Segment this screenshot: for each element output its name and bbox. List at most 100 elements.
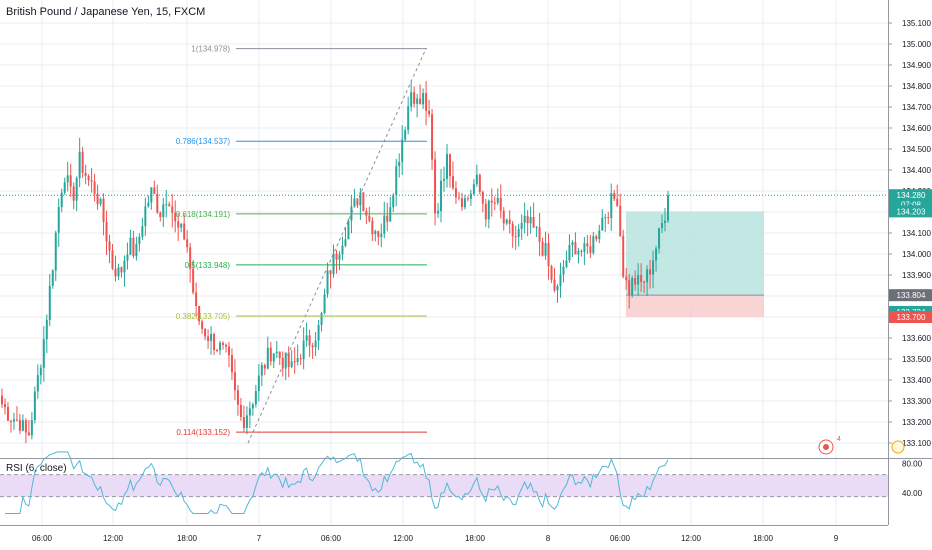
candle-body bbox=[410, 92, 413, 107]
candle bbox=[204, 328, 207, 341]
candle bbox=[475, 164, 478, 187]
candle-body bbox=[613, 193, 616, 199]
candle bbox=[574, 232, 577, 255]
time-tick-label: 06:00 bbox=[610, 534, 631, 543]
candle bbox=[613, 189, 616, 201]
candle bbox=[332, 244, 335, 278]
candle-body bbox=[105, 221, 108, 242]
candle-body bbox=[416, 98, 419, 104]
candle bbox=[499, 184, 502, 219]
price-label-text: 134.203 bbox=[897, 207, 926, 216]
candle-body bbox=[565, 260, 568, 267]
candle bbox=[347, 218, 350, 240]
time-tick-label: 8 bbox=[546, 534, 551, 543]
candle bbox=[610, 183, 613, 231]
candle-body bbox=[428, 110, 431, 115]
candle-body bbox=[595, 236, 598, 240]
candle bbox=[434, 151, 437, 226]
candle bbox=[404, 126, 407, 143]
candle-body bbox=[535, 227, 538, 229]
candle-body bbox=[126, 254, 129, 261]
fib-trendline bbox=[247, 48, 427, 444]
candle-body bbox=[517, 229, 520, 237]
candle bbox=[248, 401, 251, 429]
candle-body bbox=[580, 250, 583, 252]
candle-body bbox=[102, 198, 105, 222]
candle bbox=[81, 146, 84, 178]
candle-body bbox=[159, 212, 162, 218]
candle-body bbox=[622, 235, 625, 277]
candle bbox=[75, 176, 78, 212]
candle-body bbox=[365, 211, 368, 216]
candle bbox=[413, 86, 416, 108]
candle-body bbox=[362, 192, 365, 212]
candle bbox=[535, 225, 538, 238]
candle bbox=[628, 273, 631, 309]
candle-body bbox=[625, 276, 628, 281]
candle bbox=[126, 242, 129, 270]
candle-body bbox=[132, 237, 135, 257]
candle-body bbox=[326, 270, 329, 295]
candle-body bbox=[72, 186, 75, 201]
candle bbox=[371, 216, 374, 242]
candle bbox=[156, 184, 159, 215]
candle bbox=[541, 237, 544, 257]
candle-body bbox=[547, 243, 550, 267]
candle bbox=[478, 173, 481, 195]
candle-body bbox=[607, 217, 610, 219]
candle bbox=[419, 84, 422, 105]
candle-body bbox=[499, 197, 502, 211]
candle-body bbox=[395, 166, 398, 195]
candle-body bbox=[180, 223, 183, 228]
candle-body bbox=[505, 219, 508, 224]
candle-body bbox=[631, 278, 634, 295]
candle bbox=[210, 326, 213, 355]
candle-body bbox=[649, 269, 652, 275]
rsi-tick-label: 80.00 bbox=[902, 460, 923, 469]
candle bbox=[311, 342, 314, 359]
price-tick-label: 134.000 bbox=[902, 250, 931, 259]
candle-body bbox=[45, 320, 48, 340]
candle bbox=[39, 364, 42, 385]
candle bbox=[114, 255, 117, 282]
candle-body bbox=[368, 215, 371, 221]
candle-body bbox=[227, 346, 230, 356]
candle bbox=[481, 190, 484, 213]
candle-body bbox=[33, 391, 36, 420]
candle-body bbox=[36, 375, 39, 392]
fib-level-label: 1(134.978) bbox=[191, 45, 230, 54]
candle-body bbox=[254, 391, 257, 405]
price-tick-label: 133.300 bbox=[902, 397, 931, 406]
candle-body bbox=[562, 266, 565, 275]
candle bbox=[87, 174, 90, 186]
candle bbox=[640, 263, 643, 293]
candle-body bbox=[51, 270, 54, 286]
candle-body bbox=[177, 221, 180, 228]
candle-body bbox=[195, 292, 198, 307]
candle bbox=[227, 341, 230, 368]
candle-body bbox=[174, 212, 177, 222]
candle-body bbox=[628, 280, 631, 295]
candle-body bbox=[60, 192, 63, 208]
candle-body bbox=[63, 182, 66, 193]
candle bbox=[257, 364, 260, 402]
candle-body bbox=[335, 253, 338, 260]
candle bbox=[598, 224, 601, 244]
price-label-text: 07:08 bbox=[901, 201, 922, 210]
candle-body bbox=[129, 237, 132, 255]
candle bbox=[395, 158, 398, 207]
candle bbox=[649, 259, 652, 289]
candle bbox=[463, 194, 466, 210]
candle bbox=[254, 384, 257, 408]
candle bbox=[425, 80, 428, 126]
candle bbox=[493, 196, 496, 211]
candle-body bbox=[425, 93, 428, 111]
candle-body bbox=[392, 194, 395, 208]
price-label-text: 133.804 bbox=[897, 291, 926, 300]
candles bbox=[1, 80, 669, 444]
candle-body bbox=[532, 217, 535, 228]
candle-body bbox=[419, 98, 422, 105]
candle bbox=[302, 327, 305, 370]
event-clock-icon bbox=[891, 440, 905, 454]
